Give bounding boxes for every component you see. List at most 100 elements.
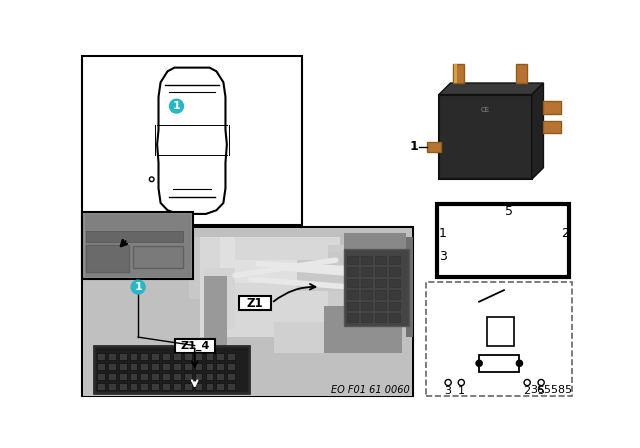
Text: 1: 1	[409, 140, 418, 153]
Bar	[227, 373, 235, 380]
Bar	[162, 383, 170, 390]
Text: 365585: 365585	[530, 385, 572, 395]
Text: 1: 1	[438, 227, 447, 240]
Bar	[389, 279, 400, 287]
Bar	[348, 255, 358, 264]
Polygon shape	[439, 83, 543, 95]
Bar	[195, 373, 202, 380]
Bar	[426, 282, 572, 396]
Bar	[119, 383, 127, 390]
Bar	[195, 383, 202, 390]
Bar	[362, 267, 372, 276]
Bar	[173, 363, 180, 370]
Bar	[204, 276, 227, 353]
Bar	[375, 313, 386, 322]
Bar	[129, 363, 138, 370]
Bar	[173, 383, 180, 390]
Bar	[348, 267, 358, 276]
Circle shape	[131, 280, 145, 294]
Bar	[140, 373, 148, 380]
Bar	[389, 302, 400, 310]
Bar	[454, 64, 458, 83]
Circle shape	[476, 360, 482, 366]
Bar	[151, 373, 159, 380]
Bar	[162, 353, 170, 360]
Bar	[129, 353, 138, 360]
Circle shape	[538, 379, 544, 386]
Bar	[348, 302, 358, 310]
Bar	[479, 355, 520, 372]
Bar	[108, 383, 116, 390]
Bar	[348, 313, 358, 322]
Bar	[195, 363, 202, 370]
Text: EO F01 61 0060: EO F01 61 0060	[331, 385, 410, 395]
Bar	[140, 363, 148, 370]
Bar	[205, 383, 213, 390]
Bar	[83, 228, 412, 396]
Bar	[227, 383, 235, 390]
Text: 3: 3	[445, 386, 452, 396]
Bar	[205, 363, 213, 370]
Bar	[375, 279, 386, 287]
Bar	[140, 383, 148, 390]
Bar	[227, 353, 235, 360]
Bar	[216, 383, 224, 390]
Bar	[487, 317, 514, 346]
Bar	[348, 279, 358, 287]
Text: 1: 1	[134, 282, 142, 292]
Bar	[189, 237, 200, 299]
Bar	[119, 353, 127, 360]
Bar	[348, 290, 358, 299]
Bar	[129, 373, 138, 380]
Bar	[195, 353, 202, 360]
Bar	[516, 64, 527, 83]
Bar	[324, 306, 402, 353]
Bar	[119, 363, 127, 370]
Bar	[362, 290, 372, 299]
Bar	[175, 339, 215, 353]
Bar	[108, 363, 116, 370]
Bar	[97, 363, 105, 370]
Bar	[389, 290, 400, 299]
Bar	[437, 204, 569, 277]
Bar	[108, 373, 116, 380]
Bar	[184, 353, 191, 360]
Bar	[428, 142, 441, 152]
Bar	[235, 237, 328, 260]
Bar	[344, 249, 410, 326]
Circle shape	[149, 177, 154, 181]
Bar	[216, 353, 224, 360]
Bar	[362, 279, 372, 287]
Bar	[452, 64, 463, 83]
Text: 2: 2	[524, 386, 531, 396]
Bar	[375, 267, 386, 276]
Bar	[439, 95, 532, 179]
Bar	[151, 353, 159, 360]
Polygon shape	[532, 83, 543, 179]
Bar	[227, 363, 235, 370]
Bar	[328, 245, 374, 322]
Bar	[184, 363, 191, 370]
Text: 1: 1	[458, 386, 465, 396]
Bar	[375, 290, 386, 299]
Bar	[204, 268, 235, 329]
Bar	[94, 346, 249, 392]
Bar	[97, 353, 105, 360]
Bar	[297, 252, 344, 291]
Bar	[184, 373, 191, 380]
Bar	[86, 231, 183, 242]
Bar	[406, 237, 413, 337]
Circle shape	[524, 379, 531, 386]
Bar	[184, 383, 191, 390]
Bar	[162, 363, 170, 370]
Bar	[205, 353, 213, 360]
Bar	[83, 211, 193, 280]
Bar	[83, 56, 301, 225]
Bar	[389, 255, 400, 264]
Bar	[543, 121, 561, 133]
Circle shape	[458, 379, 465, 386]
Bar	[132, 246, 183, 268]
Bar	[362, 313, 372, 322]
Bar	[205, 373, 213, 380]
Bar	[389, 267, 400, 276]
